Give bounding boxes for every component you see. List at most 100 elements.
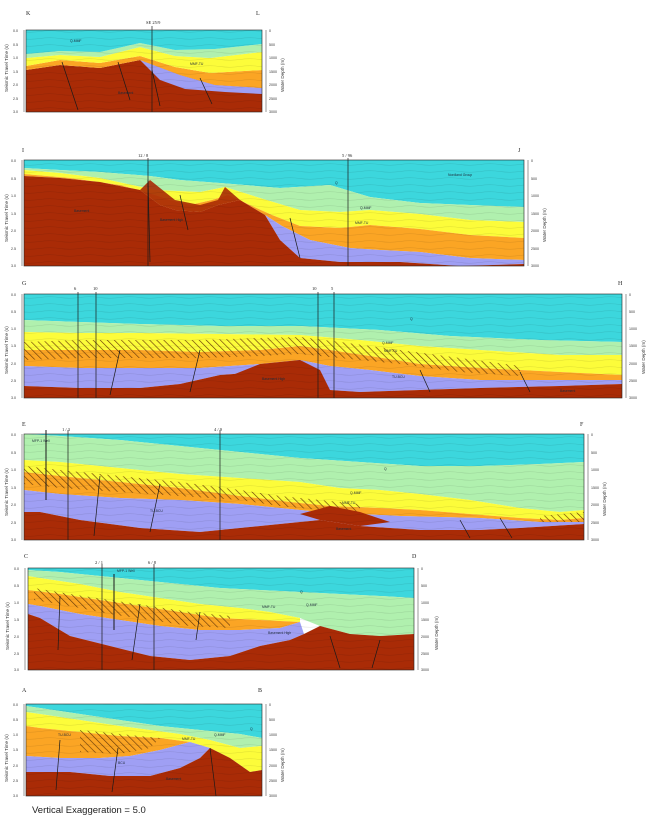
depth-tick: 1500 — [269, 70, 277, 74]
unit-label-5: Basement High — [268, 631, 291, 635]
depth-tick: 1500 — [421, 618, 429, 622]
time-tick: 0.5 — [11, 177, 16, 181]
unit-label-2: MMF-TU — [190, 62, 204, 66]
depth-axis: 0 500 1000 1500 2000 2500 3000 — [265, 703, 277, 798]
y-axis-title: Seismic Travel Time (s) — [4, 326, 9, 374]
section-a-b: A B Q Q-MMF MMF-TU TU-BCU BCU Basement S… — [4, 688, 285, 798]
time-tick: 3.0 — [11, 264, 16, 268]
unit-label-1: Q — [250, 727, 253, 731]
section-right-label: L — [256, 11, 260, 17]
well-label-1: 6 — [74, 286, 77, 291]
texture-overlay — [26, 30, 262, 112]
section-k-l: K L SE 25/9 Q-MMF MMF-TU Basement Seismi… — [4, 11, 285, 114]
section-left-label: C — [24, 554, 28, 560]
time-tick: 3.0 — [11, 396, 16, 400]
unit-label-1: Q — [410, 317, 413, 321]
depth-tick: 500 — [629, 310, 635, 314]
time-tick: 1.0 — [11, 468, 16, 472]
well-label-1: 1 / 3 — [62, 427, 71, 432]
depth-axis-title: Water Depth (m) — [434, 616, 439, 650]
well-label-1: SE 25/9 — [146, 20, 161, 25]
depth-tick: 2000 — [531, 229, 539, 233]
depth-tick: 1000 — [269, 56, 277, 60]
time-tick: 1.0 — [13, 56, 18, 60]
depth-tick: 2000 — [269, 83, 277, 87]
unit-label-1: MFP-1 Well — [117, 569, 135, 573]
section-left-label: G — [22, 281, 27, 287]
time-tick: 0.0 — [13, 703, 18, 707]
depth-tick: 0 — [629, 293, 631, 297]
section-g-h-layers — [24, 294, 622, 398]
depth-tick: 1500 — [531, 212, 539, 216]
time-tick: 1.0 — [11, 194, 16, 198]
well-label-2: 5 / 96 — [342, 153, 353, 158]
unit-label-4: MMF-TU — [355, 221, 369, 225]
time-tick: 1.0 — [11, 327, 16, 331]
fault-lines — [55, 739, 217, 797]
time-tick: 2.0 — [13, 83, 18, 87]
depth-tick: 3000 — [629, 396, 637, 400]
time-axis: 0.0 0.5 1.0 1.5 2.0 2.5 3.0 — [11, 433, 23, 542]
y-axis-title: Seismic Travel Time (s) — [4, 468, 9, 516]
section-c-d-layers — [28, 568, 414, 670]
section-k-l-layers — [26, 30, 262, 112]
unit-label-3: Q-MMF — [350, 491, 362, 495]
unit-label-1: Nordland Group — [448, 173, 472, 177]
depth-tick: 2000 — [591, 503, 599, 507]
depth-tick: 1500 — [629, 344, 637, 348]
section-left-label: K — [26, 11, 31, 17]
vertical-exaggeration-caption: Vertical Exaggeration = 5.0 — [32, 805, 146, 816]
time-tick: 0.5 — [13, 43, 18, 47]
depth-axis: 0 500 1000 1500 2000 2500 3000 — [587, 433, 599, 542]
texture-overlay — [26, 704, 262, 796]
y-axis-title: Seismic Travel Time (s) — [4, 44, 9, 92]
unit-label-3: MMF-TU — [182, 737, 196, 741]
unit-label-5: Basement — [74, 209, 89, 213]
time-tick: 2.5 — [14, 652, 19, 656]
section-c-d: C D 2 / 1 6 / 8 MFP-1 Well Q Q-MMF MMF-T… — [5, 554, 439, 672]
unit-label-4: MMF-TU — [342, 501, 356, 505]
depth-tick: 3000 — [531, 264, 539, 268]
section-left-label: A — [22, 688, 27, 694]
unit-label-3: Q-MMF — [382, 341, 394, 345]
depth-axis: 0 500 1000 1500 2000 2500 3000 — [417, 567, 429, 672]
depth-tick: 3000 — [591, 538, 599, 542]
depth-tick: 500 — [591, 451, 597, 455]
depth-tick: 1000 — [421, 601, 429, 605]
time-axis: 0.0 0.5 1.0 1.5 2.0 2.5 3.0 — [11, 293, 23, 400]
depth-tick: 2500 — [421, 652, 429, 656]
time-tick: 1.5 — [11, 486, 16, 490]
depth-axis-title: Water Depth (m) — [602, 482, 607, 516]
fault-lines — [61, 61, 213, 111]
fault-lines — [57, 595, 381, 669]
depth-tick: 0 — [531, 159, 533, 163]
depth-tick: 0 — [421, 567, 423, 571]
time-tick: 1.5 — [11, 344, 16, 348]
depth-tick: 2500 — [591, 521, 599, 525]
time-tick: 2.0 — [11, 362, 16, 366]
section-right-label: H — [618, 281, 623, 287]
y-axis-title: Seismic Travel Time (s) — [4, 734, 9, 782]
well-label-1: 12 / 8 — [138, 153, 149, 158]
time-tick: 0.0 — [13, 29, 18, 33]
unit-label-3: Q-MMF — [306, 603, 318, 607]
time-tick: 3.0 — [13, 794, 18, 798]
depth-axis: 0 500 1000 1500 2000 2500 3000 — [625, 293, 637, 400]
time-tick: 2.0 — [14, 635, 19, 639]
depth-tick: 500 — [269, 43, 275, 47]
depth-tick: 0 — [269, 29, 271, 33]
time-tick: 2.5 — [11, 247, 16, 251]
time-tick: 1.0 — [13, 733, 18, 737]
depth-tick: 500 — [531, 177, 537, 181]
well-label-4: 5 — [331, 286, 334, 291]
well-label-2: 10 — [93, 286, 98, 291]
unit-label-6: Basement High — [160, 218, 183, 222]
depth-axis-title: Water Depth (m) — [542, 208, 547, 242]
time-tick: 2.0 — [13, 764, 18, 768]
section-right-label: B — [258, 688, 262, 694]
time-tick: 0.5 — [13, 718, 18, 722]
section-frame — [23, 433, 585, 541]
depth-tick: 1500 — [591, 486, 599, 490]
depth-tick: 1000 — [591, 468, 599, 472]
